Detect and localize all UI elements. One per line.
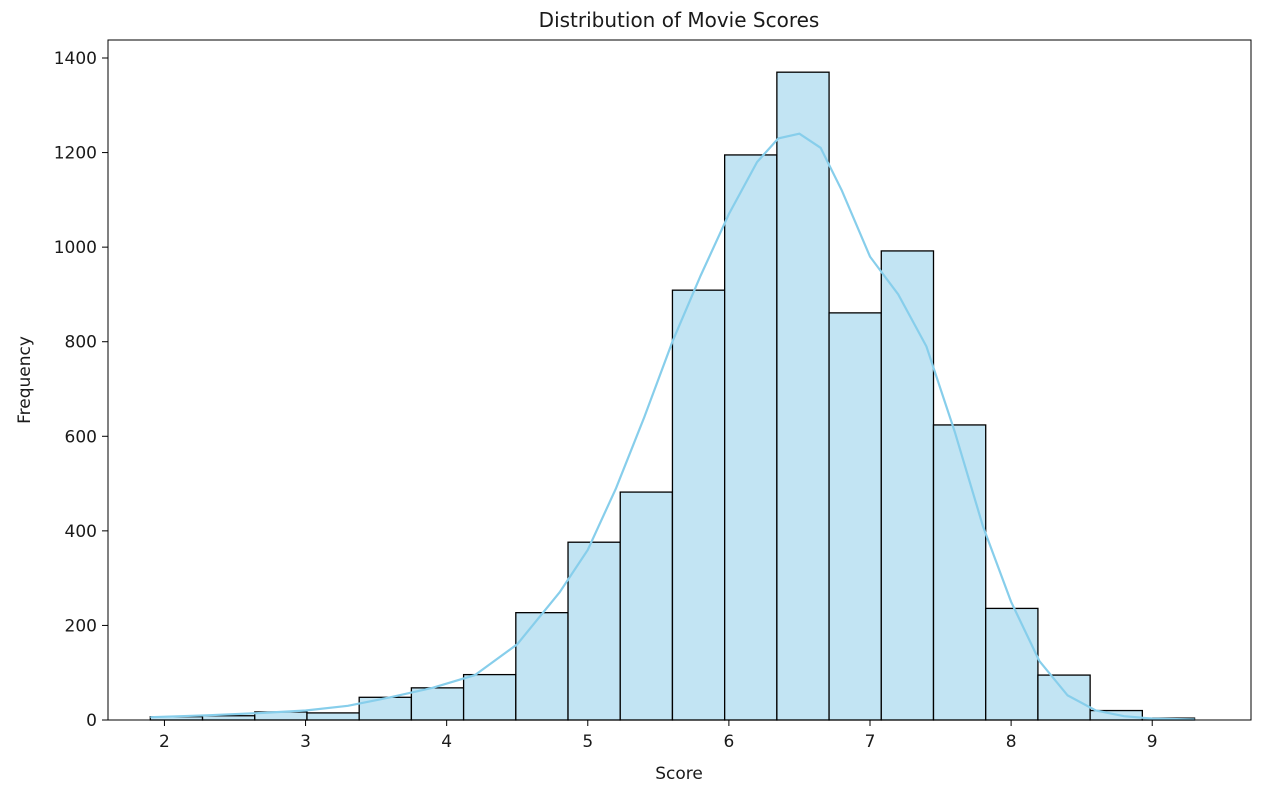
- x-tick-label: 7: [865, 732, 876, 752]
- x-tick-label: 2: [159, 732, 170, 752]
- y-tick-label: 1000: [54, 238, 97, 258]
- histogram-bar: [201, 715, 256, 721]
- histogram-bar: [985, 607, 1039, 721]
- histogram-bar: [932, 424, 987, 721]
- y-axis-label: Frequency: [15, 336, 35, 424]
- y-tick-label: 0: [86, 711, 97, 731]
- histogram-bar: [410, 687, 465, 721]
- histogram-bar: [724, 154, 778, 721]
- histogram-bar: [880, 250, 935, 721]
- y-tick-label: 400: [65, 522, 97, 542]
- chart-title: Distribution of Movie Scores: [539, 8, 820, 32]
- x-tick-label: 8: [1006, 732, 1017, 752]
- plot-frame: [107, 39, 1252, 721]
- kde-curve: [150, 132, 1195, 721]
- histogram-bar: [358, 696, 413, 721]
- histogram-bar: [828, 312, 882, 721]
- histogram-bar: [671, 289, 726, 721]
- x-tick-label: 9: [1147, 732, 1158, 752]
- histogram-bar: [462, 673, 517, 721]
- x-tick-label: 6: [723, 732, 734, 752]
- x-tick-label: 3: [300, 732, 311, 752]
- histogram-bar: [1037, 674, 1091, 721]
- x-tick-label: 4: [441, 732, 452, 752]
- bars-layer: [149, 71, 1196, 721]
- histogram-bar: [776, 71, 830, 721]
- x-tick-label: 5: [582, 732, 593, 752]
- y-tick-label: 200: [65, 616, 97, 636]
- y-tick-label: 600: [65, 427, 97, 447]
- histogram-bar: [619, 491, 674, 721]
- x-axis-label: Score: [655, 764, 703, 784]
- histogram-bar: [567, 541, 621, 721]
- x-axis-ticks: 2 3 4 5 6 7 8 9: [159, 720, 1158, 752]
- y-tick-label: 800: [65, 333, 97, 353]
- histogram-bar: [515, 612, 569, 721]
- y-axis-ticks: 0 200 400 600 800 1000 1200 1400: [54, 49, 108, 731]
- y-tick-label: 1400: [54, 49, 97, 69]
- histogram-bar: [306, 712, 360, 721]
- y-tick-label: 1200: [54, 144, 97, 164]
